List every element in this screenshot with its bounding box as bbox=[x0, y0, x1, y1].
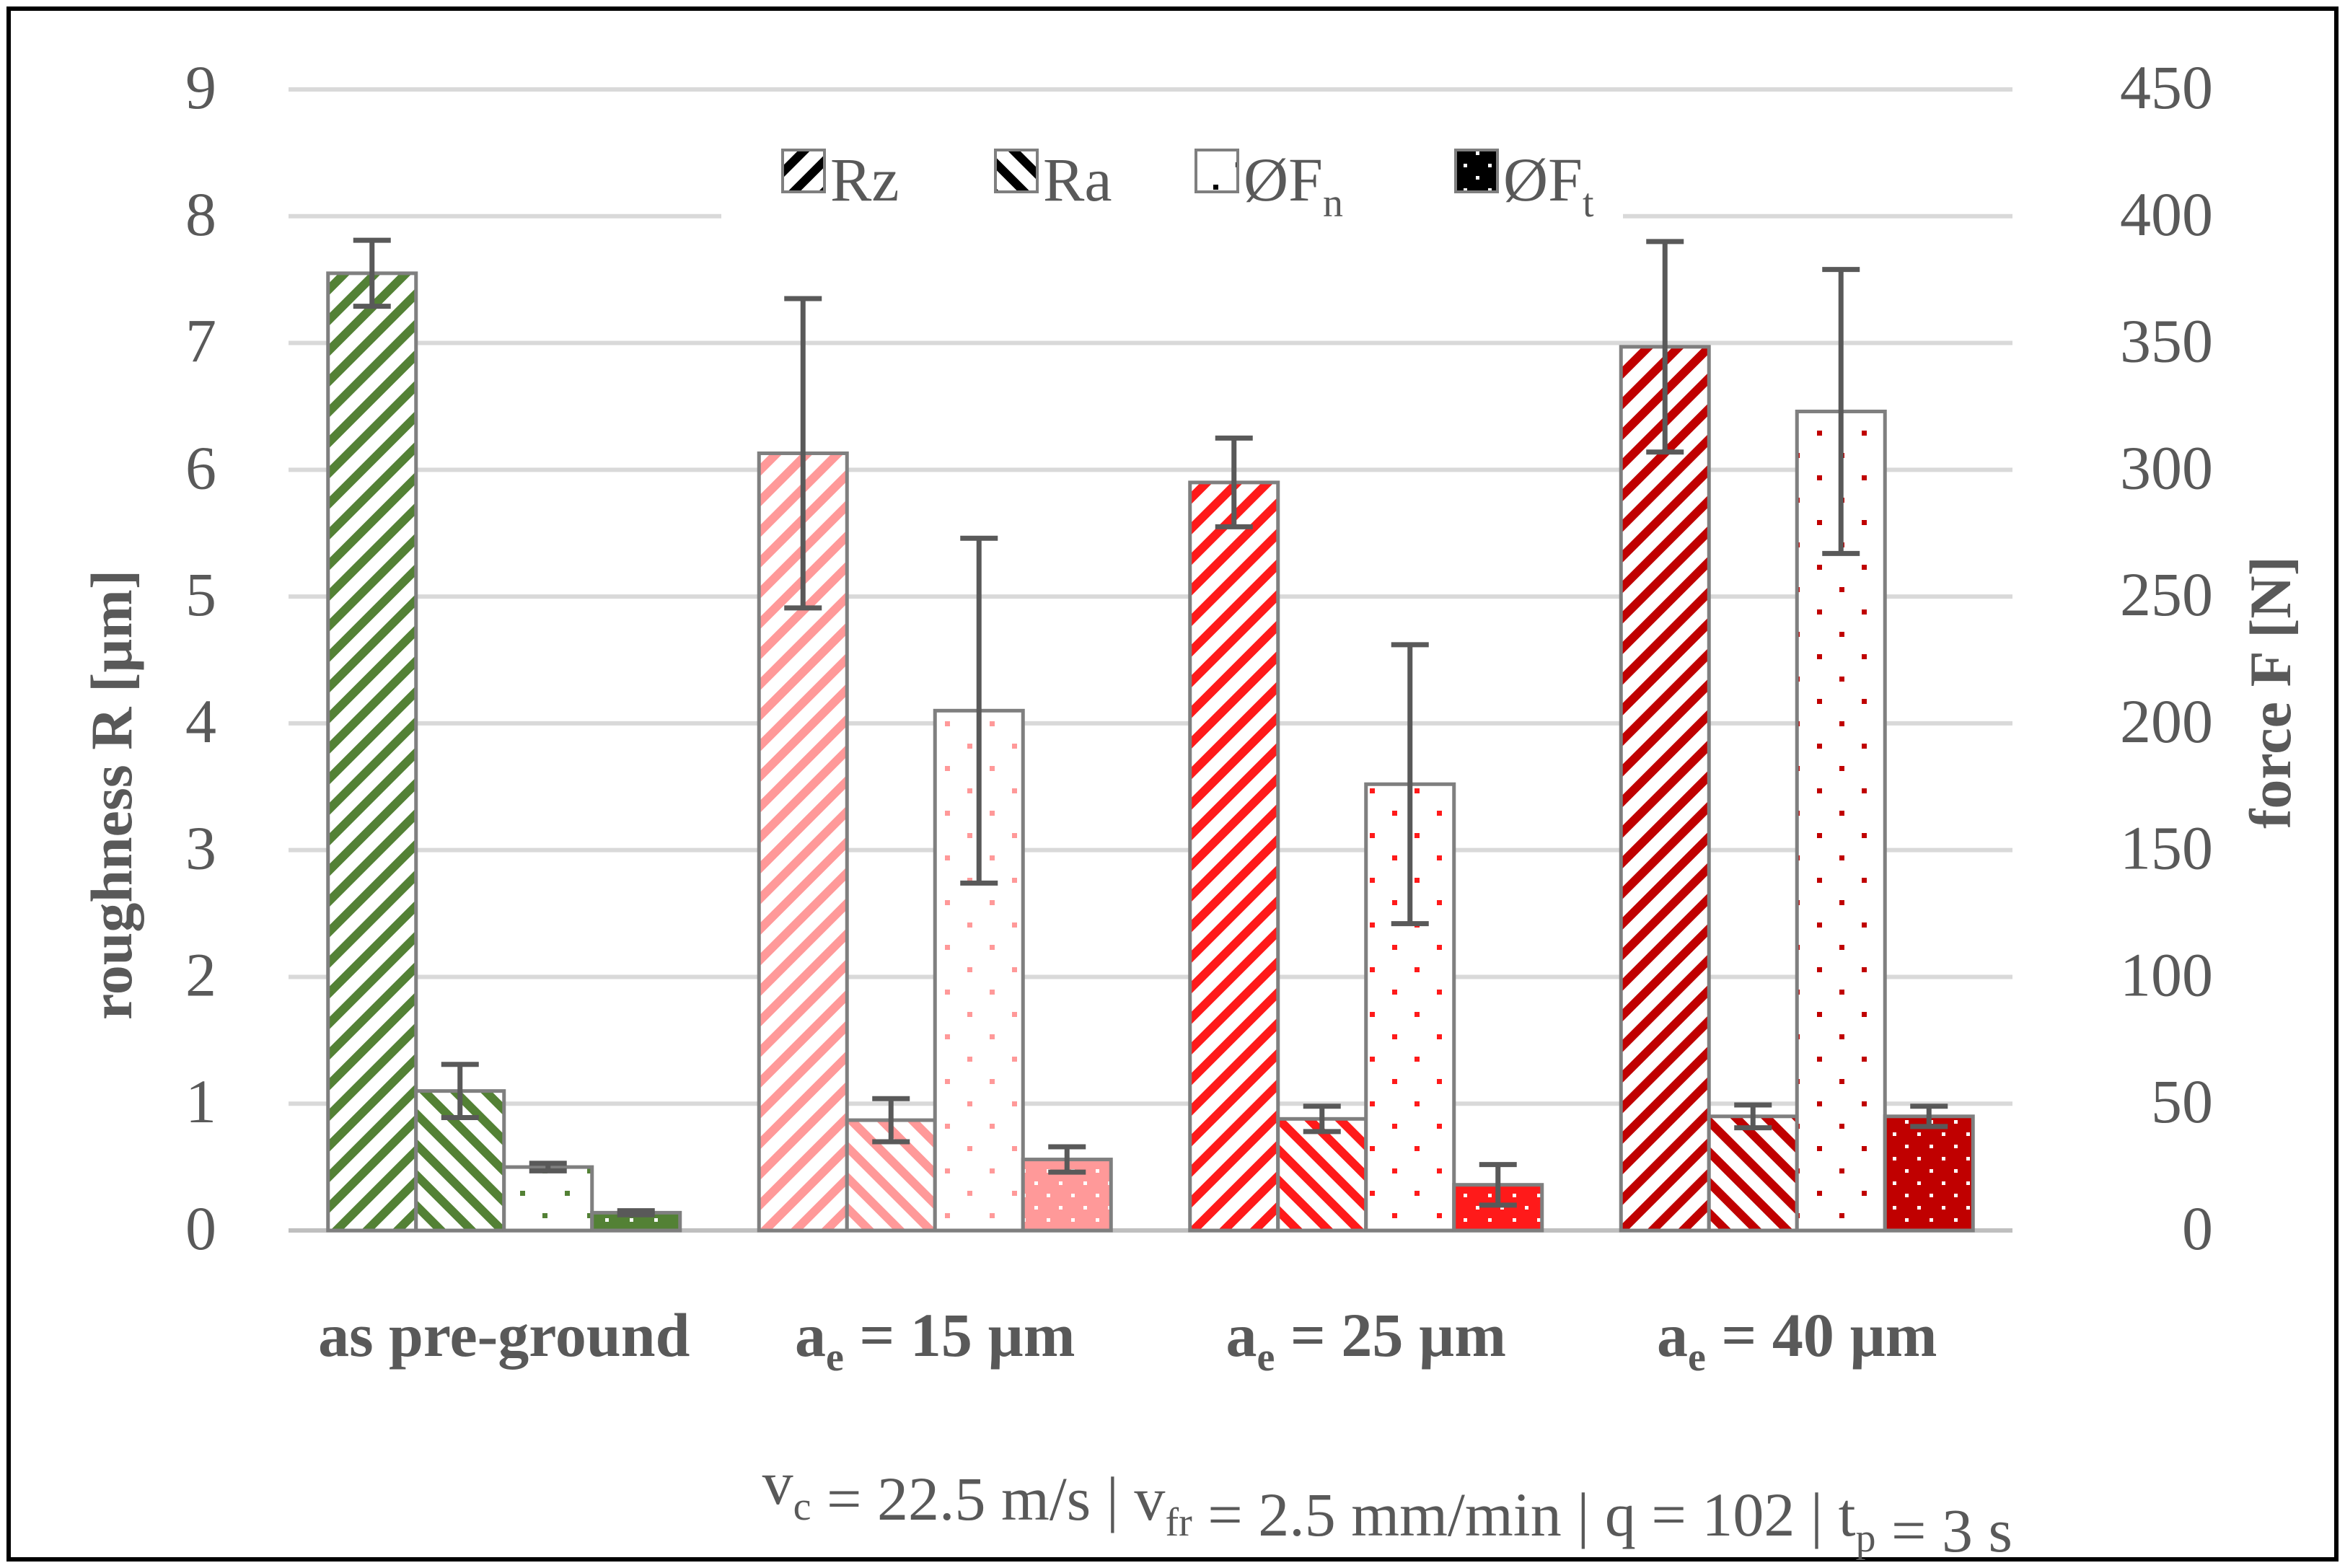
right-tick-label: 450 bbox=[2120, 53, 2213, 122]
right-axis-ticks: 0 50 100 150 200 250 300 350 400 450 bbox=[2120, 53, 2213, 1263]
left-tick-label: 7 bbox=[185, 307, 216, 376]
bars bbox=[326, 271, 1975, 1233]
error-bar bbox=[1910, 1104, 1948, 1129]
left-axis-ticks: 0 1 2 3 4 5 6 7 8 9 bbox=[185, 53, 216, 1263]
category-label: as pre-ground bbox=[318, 1300, 690, 1370]
category-label: ae = 25 µm bbox=[1226, 1300, 1506, 1380]
right-tick-label: 350 bbox=[2120, 307, 2213, 376]
right-tick-label: 250 bbox=[2120, 560, 2213, 629]
bar-rz-2 bbox=[1188, 480, 1280, 1233]
error-bar bbox=[1479, 1162, 1517, 1208]
legend-swatch-ra bbox=[994, 149, 1039, 193]
left-tick-label: 1 bbox=[185, 1067, 216, 1136]
error-bar bbox=[872, 1096, 910, 1145]
bar-ft-3 bbox=[1883, 1114, 1975, 1233]
left-tick-label: 3 bbox=[185, 814, 216, 883]
right-tick-label: 200 bbox=[2120, 687, 2213, 756]
left-tick-label: 6 bbox=[185, 433, 216, 502]
error-bar bbox=[617, 1208, 655, 1217]
error-bar bbox=[1734, 1102, 1772, 1131]
process-parameters-note: vc = 22.5 m/s | vfr = 2.5 mm/min | q = 1… bbox=[762, 1448, 2012, 1565]
right-tick-label: 100 bbox=[2120, 940, 2213, 1009]
left-axis-title: roughness R [µm] bbox=[79, 570, 144, 1020]
right-tick-label: 400 bbox=[2120, 180, 2213, 249]
left-tick-label: 0 bbox=[185, 1194, 216, 1263]
error-bar bbox=[1646, 239, 1684, 455]
error-bar bbox=[1215, 435, 1253, 529]
error-bar bbox=[960, 535, 998, 886]
right-tick-label: 300 bbox=[2120, 433, 2213, 502]
legend-label: ØFn bbox=[1244, 145, 1343, 226]
bar-ra-0 bbox=[414, 1089, 506, 1233]
bar-fn-0 bbox=[502, 1165, 594, 1233]
left-tick-label: 5 bbox=[185, 560, 216, 629]
right-axis-title: force F [N] bbox=[2238, 556, 2303, 829]
error-bar bbox=[784, 296, 822, 611]
right-tick-label: 0 bbox=[2182, 1194, 2213, 1263]
left-tick-label: 8 bbox=[185, 180, 216, 249]
error-bar bbox=[1822, 267, 1860, 556]
right-tick-label: 50 bbox=[2151, 1067, 2213, 1136]
left-tick-label: 4 bbox=[185, 687, 216, 756]
error-bars bbox=[353, 237, 1948, 1217]
category-label: ae = 15 µm bbox=[795, 1300, 1075, 1380]
bar-rz-3 bbox=[1619, 345, 1711, 1233]
error-bar bbox=[353, 237, 391, 309]
legend-label: ØFt bbox=[1503, 145, 1594, 226]
legend: Rz Ra ØFn ØFt bbox=[721, 131, 1623, 226]
legend-swatch-fn bbox=[1195, 149, 1239, 193]
bar-ra-3 bbox=[1707, 1114, 1799, 1233]
category-label: ae = 40 µm bbox=[1657, 1300, 1937, 1380]
left-tick-label: 2 bbox=[185, 940, 216, 1009]
legend-label: Rz bbox=[830, 145, 899, 214]
bar-rz-0 bbox=[326, 271, 418, 1233]
error-bar bbox=[441, 1062, 479, 1121]
bar-fn-1 bbox=[933, 708, 1025, 1233]
error-bar bbox=[529, 1160, 567, 1173]
error-bar bbox=[1391, 642, 1429, 927]
left-tick-label: 9 bbox=[185, 53, 216, 122]
bar-ra-2 bbox=[1276, 1116, 1368, 1233]
right-tick-label: 150 bbox=[2120, 814, 2213, 883]
x-axis-labels: as pre-ground ae = 15 µm ae = 25 µm ae = 40… bbox=[318, 1300, 1937, 1380]
legend-label: Ra bbox=[1043, 145, 1112, 214]
legend-swatch-rz bbox=[781, 149, 826, 193]
error-bar bbox=[1048, 1144, 1086, 1175]
legend-swatch-ft bbox=[1454, 149, 1499, 193]
error-bar bbox=[1303, 1104, 1341, 1135]
